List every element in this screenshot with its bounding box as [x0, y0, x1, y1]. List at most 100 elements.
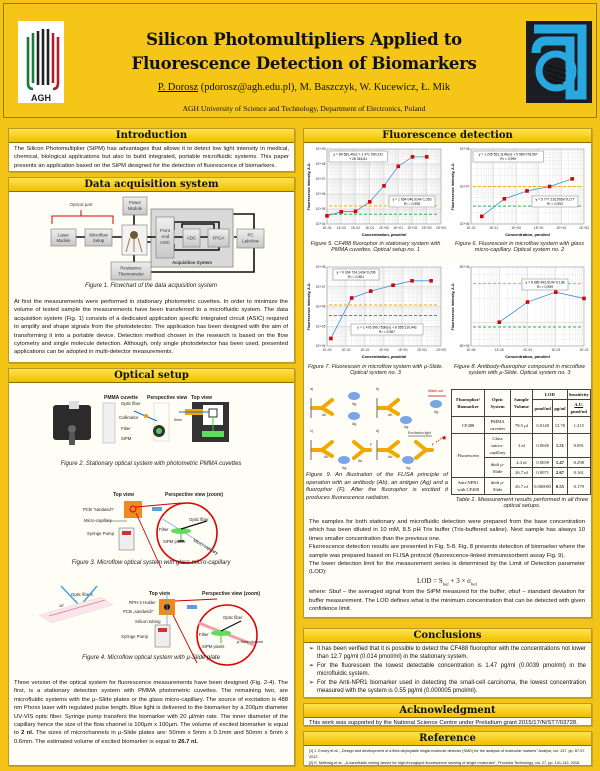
optical-setup-section: Optical setup PMMA cuvette Perspective v… [8, 368, 295, 766]
data-point [570, 177, 574, 181]
x-tick-label: 1E-03 [322, 348, 331, 352]
y-tick-label: 1E+04 [316, 222, 326, 226]
svg-text:Thermometer: Thermometer [118, 272, 144, 277]
svg-text:Optic fibers: Optic fibers [71, 592, 93, 597]
data-acquisition-section: Data acquisition system Optical part Las… [8, 177, 295, 363]
svg-text:45°: 45° [59, 604, 65, 608]
svg-text:Ag: Ag [406, 466, 410, 470]
svg-text:FPGA: FPGA [213, 236, 225, 241]
svg-text:PCB „sandwich": PCB „sandwich" [123, 609, 154, 614]
x-tick-label: 1E+04 [436, 226, 446, 230]
acknowledgment-text: This work was supported by the National … [309, 719, 578, 726]
x-tick-label: 1E-02 [341, 348, 350, 352]
x-tick-label: 1E-02 [579, 348, 588, 352]
reference-section: Reference [1] J. Emory et al., „Design a… [303, 731, 592, 766]
chart-background [449, 262, 590, 362]
authors: P. Dorosz (pdorosz@agh.edu.pl), M. Baszc… [157, 82, 451, 93]
data-point [479, 214, 484, 219]
svg-text:Optic fiber: Optic fiber [189, 517, 209, 522]
svg-text:PC: PC [248, 233, 254, 238]
y-tick-label: 1E+06 [316, 305, 326, 309]
figure-3: Top view Perspective view (zoom) PCB "sa… [83, 492, 223, 569]
plot-frame [326, 148, 442, 225]
svg-text:Perspective view (zoom): Perspective view (zoom) [165, 492, 223, 498]
x-tick-label: 1E+02 [556, 226, 566, 230]
svg-text:Optic fiber: Optic fiber [223, 615, 243, 620]
y-tick-label: 1E+05 [316, 207, 326, 211]
table-row: Fluorescein Glass micro-capillary 2 nl 0.00… [450, 433, 592, 478]
x-axis-label: Concentration, pmol/ml [505, 354, 550, 359]
svg-text:Micro-capillary: Micro-capillary [84, 518, 113, 523]
y-axis-label: Fluorescence Intensity, A.U. [307, 283, 311, 331]
equation-text: y = 8 685 492,514x^0,138 [525, 280, 564, 284]
table-row: ibidi µ-Slide 4.4 nl 0.0039 1.47 0.298 [452, 457, 592, 478]
plot-frame [470, 266, 585, 347]
data-point [553, 290, 558, 294]
svg-text:Front: Front [160, 228, 171, 233]
svg-text:5mm: 5mm [174, 418, 182, 422]
data-point [582, 296, 586, 301]
x-tick-label: 1E+02 [417, 348, 427, 352]
y-axis-label: Fluorescence Intensity, A.U. [451, 163, 455, 211]
cuvette-holder-photo [53, 405, 91, 440]
optical-part-label: Optical part [69, 202, 93, 207]
equation-box: y = 1 476 399,753ln(x) + 8 556 210,442R²… [350, 323, 424, 336]
section-title: Fluorescence detection [304, 129, 591, 143]
conclusion-item: For the fluorescein the lowest detectabl… [309, 662, 586, 679]
x-tick-label: 1E+03 [436, 348, 446, 352]
equation-text: R² = 0,987 [379, 330, 395, 334]
figure-3-caption: Figure 3. Microflow optical system with … [71, 560, 231, 566]
figure-9-caption: Figure 9. An illustration of the FLISA p… [306, 472, 448, 501]
table-1-caption: Table 1. Measurement results performed i… [455, 497, 589, 509]
x-tick-label: 1E+03 [579, 226, 589, 230]
antibody-c [311, 440, 334, 458]
affiliation: AGH University of Science and Technology… [182, 104, 426, 113]
y-tick-label: 1E+06 [460, 222, 470, 226]
data-point [410, 155, 415, 159]
svg-text:SiPM: SiPM [121, 436, 132, 441]
svg-text:Top view: Top view [149, 591, 170, 597]
svg-text:Power: Power [129, 200, 142, 205]
svg-text:SiPM pixels: SiPM pixels [202, 644, 224, 649]
section-title: Conclusions [304, 629, 591, 643]
x-tick-label: 1E+01 [398, 348, 408, 352]
pc-labview-box [236, 228, 265, 249]
x-tick-label: 1E-05 [495, 348, 504, 352]
equation-text: R² = 0,981 [348, 275, 364, 279]
svg-text:Syringe Pump: Syringe Pump [121, 634, 149, 639]
antibody-f-d [414, 440, 434, 460]
data-point [329, 336, 333, 341]
figure-6-chart: 1E-02 1E-01 1E+00 1E+01 1E+02 1E+03 1E+06 1E+07… [449, 144, 590, 240]
figure-7-chart: 1E-03 1E-02 1E-01 1E+00 1E+01 1E+02 1E+03 1E+04… [305, 262, 447, 362]
x-axis-label: Concentration, pmol/ml [362, 354, 407, 359]
conclusion-item: For the Anti-NPR1 biomarker used in dete… [309, 679, 586, 696]
svg-text:Laser: Laser [58, 233, 69, 238]
svg-text:ASIC: ASIC [160, 240, 170, 245]
optical-setup-text: Three version of the optical system for … [14, 680, 288, 745]
svg-text:Optic fiber: Optic fiber [121, 401, 141, 406]
svg-text:Perspective view: Perspective view [147, 395, 187, 401]
svg-text:Silicon tubing: Silicon tubing [135, 619, 161, 624]
agh-logo: AGH [18, 21, 64, 103]
svg-text:Ag: Ag [404, 425, 408, 429]
front-end-asic-box [155, 216, 175, 259]
figure-7-caption: Figure 7. Fluorescein in microflow syste… [307, 364, 444, 376]
figure-5-chart: 1E-04 1E-03 1E-02 1E-01 1E+00 1E+01 1E+02 1E+03… [305, 144, 447, 240]
data-point [339, 210, 344, 214]
svg-text:Wash out: Wash out [428, 389, 443, 393]
svg-text:Filter: Filter [159, 527, 169, 532]
equation-text: R² = 0,992 [547, 202, 563, 206]
trend-line [326, 156, 427, 217]
y-tick-label: 1E+08 [316, 265, 326, 269]
equation-text: y = 1 205 551,114ln(x) + 5 980 078,967 [479, 152, 538, 156]
y-axis-label: Fluorescence Intensity, A.U. [451, 283, 455, 331]
svg-text:Module: Module [128, 206, 143, 211]
fluorescence-star-icon: ★ [441, 434, 447, 442]
svg-text:a): a) [310, 387, 313, 391]
equation-text: R² = 0,998 [404, 202, 420, 206]
figure-8-chart: 1E-06 1E-05 1E-04 1E-03 1E-02 5E+05 5E+06 Conce… [449, 262, 590, 362]
svg-text:Syringe Pump: Syringe Pump [87, 531, 115, 536]
